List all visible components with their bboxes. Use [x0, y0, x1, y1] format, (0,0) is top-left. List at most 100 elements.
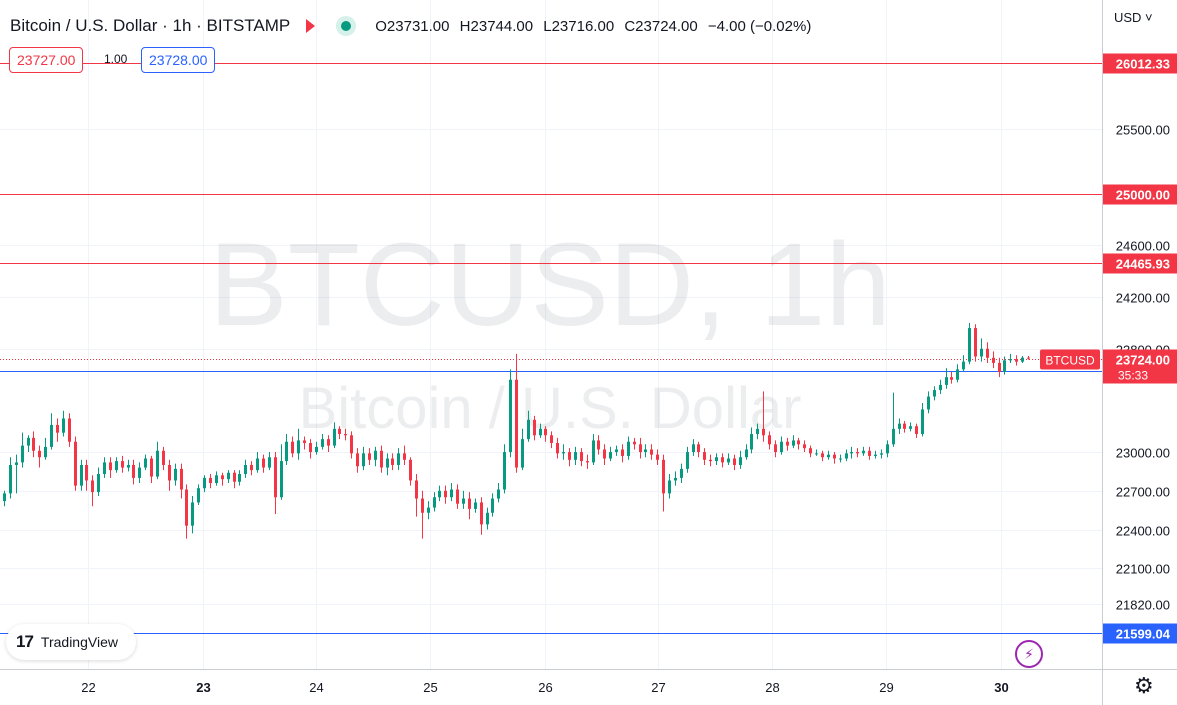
candle-body	[933, 390, 936, 397]
candle-body	[244, 464, 247, 475]
price-axis-labels: 26012.3325000.0024465.9323629.4721599.04…	[1040, 53, 1177, 644]
candle-body	[397, 453, 400, 465]
candle-body	[62, 418, 65, 433]
candle-body	[968, 328, 971, 362]
currency-dropdown[interactable]: USD ˅	[1114, 10, 1153, 25]
candle-body	[209, 477, 212, 484]
candle-body	[3, 493, 6, 502]
level-label: 25000.00	[1116, 188, 1170, 203]
candle-body	[174, 468, 177, 481]
tradingview-logo[interactable]: 17 TradingView	[6, 624, 136, 660]
price-tick-label: 25500.00	[1116, 123, 1170, 138]
price-tick-label: 22100.00	[1116, 562, 1170, 577]
candle-body	[527, 419, 530, 440]
candle-body	[874, 454, 877, 456]
candle-body	[285, 441, 288, 462]
candle-body	[274, 457, 277, 498]
candle-body	[1003, 360, 1006, 372]
symbol-title[interactable]: Bitcoin / U.S. Dollar · 1h · BITSTAMP	[10, 16, 291, 35]
candle-body	[533, 419, 536, 436]
candle-body	[21, 445, 24, 463]
candle-body	[268, 457, 271, 468]
candle-body	[756, 428, 759, 434]
candle-body	[809, 448, 812, 454]
candle-body	[15, 462, 18, 465]
candle-body	[909, 426, 912, 429]
candle-body	[497, 489, 500, 499]
time-tick-label: 27	[651, 680, 665, 695]
candle-body	[703, 452, 706, 460]
chart-header: Bitcoin / U.S. Dollar · 1h · BITSTAMP O2…	[10, 14, 817, 38]
candle-body	[309, 443, 312, 453]
flag-icon[interactable]	[306, 19, 316, 33]
candle-body	[692, 444, 695, 453]
symbol-tag: BTCUSD	[1045, 354, 1095, 368]
candle-body	[927, 396, 930, 410]
countdown-label: 35:33	[1118, 369, 1148, 383]
candle-body	[1009, 359, 1012, 361]
candle-body	[827, 454, 830, 458]
candle-body	[980, 348, 983, 357]
candle-body	[491, 498, 494, 513]
candle-body	[297, 440, 300, 454]
candle-body	[686, 452, 689, 469]
time-tick-label: 23	[196, 680, 210, 695]
candle-body	[903, 423, 906, 429]
candle-body	[74, 441, 77, 486]
candle-body	[503, 452, 506, 490]
candle-body	[580, 452, 583, 462]
candle-body	[674, 477, 677, 481]
candle-body	[338, 428, 341, 434]
candle-body	[550, 435, 553, 444]
candle-body	[815, 453, 818, 455]
candle-body	[374, 450, 377, 460]
candle-body	[333, 428, 336, 446]
level-label: 26012.33	[1116, 57, 1170, 72]
candle-body	[939, 384, 942, 391]
candle-body	[156, 450, 159, 477]
candle-body	[621, 449, 624, 456]
candle-body	[721, 457, 724, 463]
candle-body	[662, 459, 665, 494]
candle-body	[150, 458, 153, 477]
candle-body	[521, 439, 524, 468]
candle-body	[774, 444, 777, 453]
candle-body	[109, 462, 112, 471]
watermark: BTCUSD, 1h Bitcoin / U.S. Dollar	[209, 219, 891, 441]
buy-button[interactable]: 23728.00	[141, 47, 216, 73]
candle-body	[739, 457, 742, 465]
candles	[3, 322, 1030, 539]
candle-body	[715, 457, 718, 462]
ohlc-change: −4.00 (−0.02%)	[707, 17, 812, 35]
gear-icon[interactable]: ⚙	[1134, 673, 1154, 698]
candle-body	[444, 490, 447, 498]
candle-body	[38, 450, 41, 458]
candle-body	[950, 377, 953, 380]
candle-body	[344, 433, 347, 436]
candle-body	[450, 489, 453, 498]
candle-body	[615, 449, 618, 453]
price-tick-label: 21820.00	[1116, 598, 1170, 613]
candle-body	[50, 424, 53, 447]
time-axis[interactable]: 22 23 24 25 26 27 28 29 30	[81, 680, 1008, 695]
candle-body	[462, 498, 465, 504]
candle-body	[633, 441, 636, 445]
candle-body	[191, 502, 194, 526]
candle-body	[1021, 357, 1024, 362]
bolt-icon[interactable]: ⚡	[1015, 640, 1043, 668]
candle-body	[568, 452, 571, 460]
time-tick-label: 24	[309, 680, 323, 695]
candle-body	[786, 441, 789, 446]
candle-body	[892, 428, 895, 445]
candle-body	[998, 362, 1001, 372]
candle-body	[144, 458, 147, 468]
candle-body	[856, 452, 859, 454]
sell-button[interactable]: 23727.00	[9, 47, 84, 73]
ohlc-high: H23744.00	[459, 17, 534, 35]
candle-body	[80, 464, 83, 486]
candle-body	[974, 328, 977, 357]
candle-body	[797, 440, 800, 445]
price-axis[interactable]: 25500.0024600.0024200.0023800.0023000.00…	[1116, 123, 1170, 613]
candle-body	[103, 462, 106, 475]
